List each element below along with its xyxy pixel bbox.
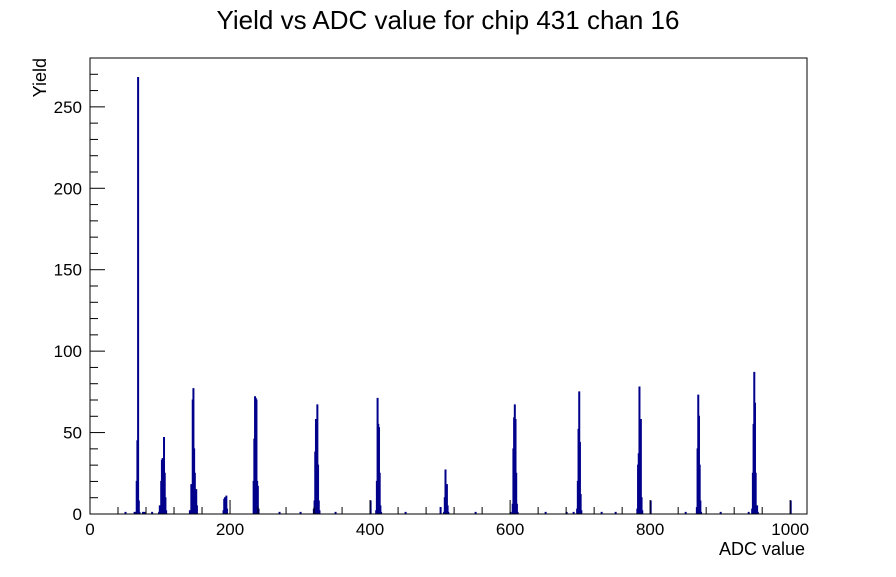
- histogram-bin: [614, 511, 617, 514]
- histogram-bin: [579, 493, 582, 514]
- histogram-bin: [138, 511, 141, 514]
- histogram-bin: [278, 511, 281, 514]
- histogram-bin: [756, 511, 759, 514]
- histogram-bin: [137, 77, 140, 514]
- histogram-bin: [640, 497, 643, 514]
- histogram-bin: [514, 419, 517, 514]
- histogram-bin: [439, 506, 442, 514]
- histogram-bin: [379, 505, 382, 514]
- histogram-bin: [578, 441, 581, 514]
- histogram-bin: [446, 505, 449, 514]
- y-axis-label: Yield: [30, 58, 50, 97]
- histogram-bin: [225, 495, 228, 514]
- histogram-bin: [719, 511, 722, 514]
- histogram-bin: [299, 511, 302, 514]
- histogram-bin: [641, 510, 644, 514]
- histogram-bin: [380, 511, 383, 514]
- histogram-bin: [639, 419, 642, 514]
- histogram-bin: [164, 497, 167, 514]
- histogram-bin: [747, 511, 750, 514]
- x-tick-label: 200: [216, 520, 244, 539]
- histogram-bin: [256, 485, 259, 514]
- x-tick-label: 400: [356, 520, 384, 539]
- x-tick-label: 800: [636, 520, 664, 539]
- histogram-bin: [515, 472, 518, 514]
- x-tick-label: 1000: [771, 520, 809, 539]
- y-tick-label: 100: [54, 342, 82, 361]
- histogram-bin: [165, 510, 168, 514]
- histogram-bin: [404, 511, 407, 514]
- histogram-bin: [143, 511, 146, 514]
- histogram-bin: [317, 464, 320, 514]
- y-tick-label: 0: [73, 505, 82, 524]
- y-tick-label: 50: [63, 424, 82, 443]
- histogram-bin: [317, 500, 320, 514]
- histogram-bin: [572, 511, 575, 514]
- histogram-bin: [447, 511, 450, 514]
- plot-frame: [89, 57, 808, 515]
- x-tick-label: 600: [496, 520, 524, 539]
- histogram-bin: [474, 511, 477, 514]
- histogram-bin: [516, 511, 519, 514]
- histogram-bin: [318, 510, 321, 514]
- histogram-bin: [151, 511, 154, 514]
- histogram-series: [124, 77, 792, 514]
- x-tick-label: 0: [85, 520, 94, 539]
- histogram-bin: [700, 511, 703, 514]
- histogram-bin: [195, 489, 198, 514]
- histogram-bin: [684, 511, 687, 514]
- histogram-bin: [124, 511, 127, 514]
- histogram-bin: [377, 427, 380, 514]
- histogram-bin: [378, 472, 381, 514]
- histogram-bin: [600, 511, 603, 514]
- histogram-bin: [698, 464, 701, 514]
- histogram-bin: [754, 472, 757, 514]
- histogram-bin: [334, 511, 337, 514]
- histogram-bin: [195, 505, 198, 514]
- axis-ticks: 0 200 400 600 800 1000 0 50 100 150 200 250: [54, 57, 809, 539]
- y-tick-label: 250: [54, 98, 82, 117]
- y-tick-label: 200: [54, 179, 82, 198]
- histogram-bin: [756, 505, 759, 514]
- chart-title: Yield vs ADC value for chip 431 chan 16: [217, 5, 680, 35]
- histogram-bin: [137, 500, 140, 514]
- x-axis-label: ADC value: [719, 539, 805, 559]
- histogram-bin: [753, 402, 756, 514]
- histogram-bin: [255, 399, 258, 514]
- histogram-bin: [699, 500, 702, 514]
- histogram-bin: [515, 503, 518, 514]
- histogram-bin: [316, 404, 319, 514]
- histogram-bin: [544, 511, 547, 514]
- histogram-bin: [580, 510, 583, 514]
- histogram-bin: [163, 472, 166, 514]
- histogram-bin: [226, 508, 229, 514]
- y-tick-label: 150: [54, 261, 82, 280]
- histogram-bin: [445, 484, 448, 514]
